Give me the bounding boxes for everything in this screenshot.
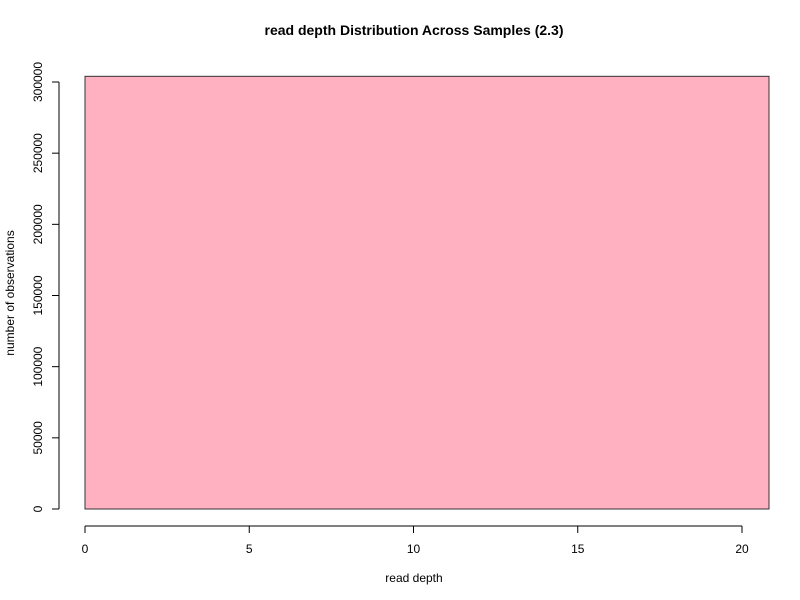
y-tick-label: 250000 bbox=[31, 133, 45, 173]
x-tick-label: 20 bbox=[735, 542, 749, 556]
chart-title: read depth Distribution Across Samples (… bbox=[265, 22, 564, 38]
x-tick-label: 10 bbox=[407, 542, 421, 556]
x-tick-label: 0 bbox=[82, 542, 89, 556]
y-tick-label: 200000 bbox=[31, 204, 45, 244]
y-axis-label: number of observations bbox=[3, 230, 17, 355]
x-tick-label: 15 bbox=[571, 542, 585, 556]
histogram-bar bbox=[84, 75, 770, 510]
x-axis-label: read depth bbox=[385, 571, 442, 585]
y-axis: 0 50000 100000 150000 200000 250000 300000 bbox=[31, 62, 60, 512]
y-tick-label: 50000 bbox=[31, 421, 45, 455]
y-tick-label: 300000 bbox=[31, 62, 45, 102]
x-axis: 0 5 10 15 20 bbox=[82, 525, 749, 556]
bars-layer bbox=[84, 75, 770, 510]
y-tick-label: 150000 bbox=[31, 275, 45, 315]
x-tick-label: 5 bbox=[246, 542, 253, 556]
y-tick-label: 100000 bbox=[31, 346, 45, 386]
y-tick-label: 0 bbox=[31, 505, 45, 512]
